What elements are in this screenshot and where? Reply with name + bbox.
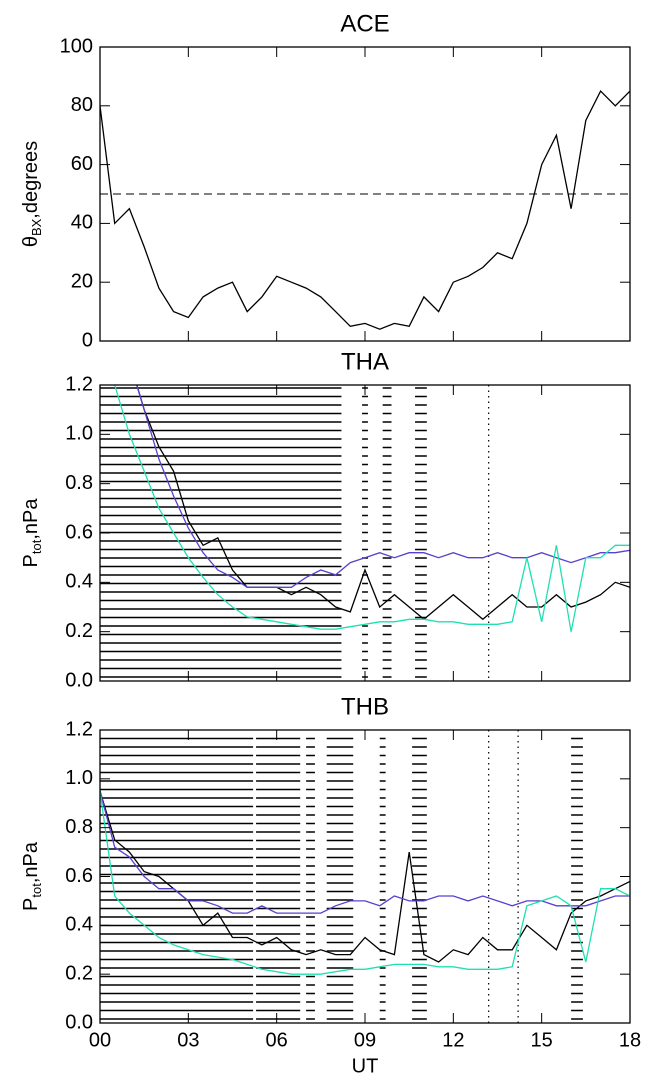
y-tick-label: 1.2 [65,718,93,740]
y-tick-label: 0.2 [65,962,93,984]
x-tick-label: 18 [619,1029,641,1051]
x-axis-label: UT [352,1055,379,1077]
hatch [326,737,354,1020]
y-tick-label: 0.8 [65,816,93,838]
y-tick-label: 0 [82,329,93,351]
y-label-base: P [20,554,42,567]
y-label-sub: tot [29,539,44,554]
y-tick-label: 1.0 [65,767,93,789]
y-label-base: P [20,898,42,911]
series-line [136,385,630,588]
series-line [100,790,630,975]
series-line [136,385,630,621]
y-tick-label: 80 [71,94,93,116]
x-tick-label: 06 [266,1029,288,1051]
y-tick-label: 100 [60,35,93,57]
hatch [100,387,342,678]
y-axis-label: θBX,degrees [20,141,44,247]
x-tick-label: 03 [177,1029,199,1051]
y-tick-label: 0.0 [65,669,93,691]
hatch [379,737,386,1020]
plot-area [100,385,630,681]
panel-title: THA [341,348,389,375]
y-tick-label: 0.8 [65,472,93,494]
y-label-tail: ,nPa [20,498,42,540]
y-label-base: θ [20,236,42,247]
y-tick-label: 0.4 [65,571,93,593]
hatch [412,737,427,1020]
x-tick-label: 12 [442,1029,464,1051]
y-label-sub: BX [29,218,44,236]
y-tick-label: 0.2 [65,620,93,642]
x-tick-label: 15 [531,1029,553,1051]
series-line [100,790,630,914]
plot-area [100,730,630,1023]
hatch [415,387,427,678]
y-tick-label: 40 [71,212,93,234]
y-tick-label: 0.6 [65,521,93,543]
hatch [256,737,301,1020]
panel-title: ACE [340,10,389,37]
y-tick-label: 1.0 [65,423,93,445]
y-tick-label: 20 [71,270,93,292]
x-tick-label: 00 [89,1029,111,1051]
series-line [100,90,630,330]
x-tick-label: 09 [354,1029,376,1051]
panel-title: THB [341,693,389,720]
y-label-tail: ,nPa [20,841,42,883]
y-tick-label: 0.6 [65,865,93,887]
y-axis-label: Ptot,nPa [20,841,44,911]
hatch [571,737,583,1020]
hatch [362,387,368,678]
hatch [382,387,392,678]
y-tick-label: 1.2 [65,373,93,395]
y-label-sub: tot [29,883,44,898]
series-line [100,790,630,963]
y-label-tail: ,degrees [20,141,42,219]
y-tick-label: 60 [71,153,93,175]
y-axis-label: Ptot,nPa [20,498,44,568]
series-line [114,385,630,632]
plot-area [100,90,630,330]
plot-frame [99,729,631,1024]
hatch [306,737,315,1020]
hatch [100,737,254,1020]
y-tick-label: 0.0 [65,1011,93,1033]
y-tick-label: 0.4 [65,914,93,936]
